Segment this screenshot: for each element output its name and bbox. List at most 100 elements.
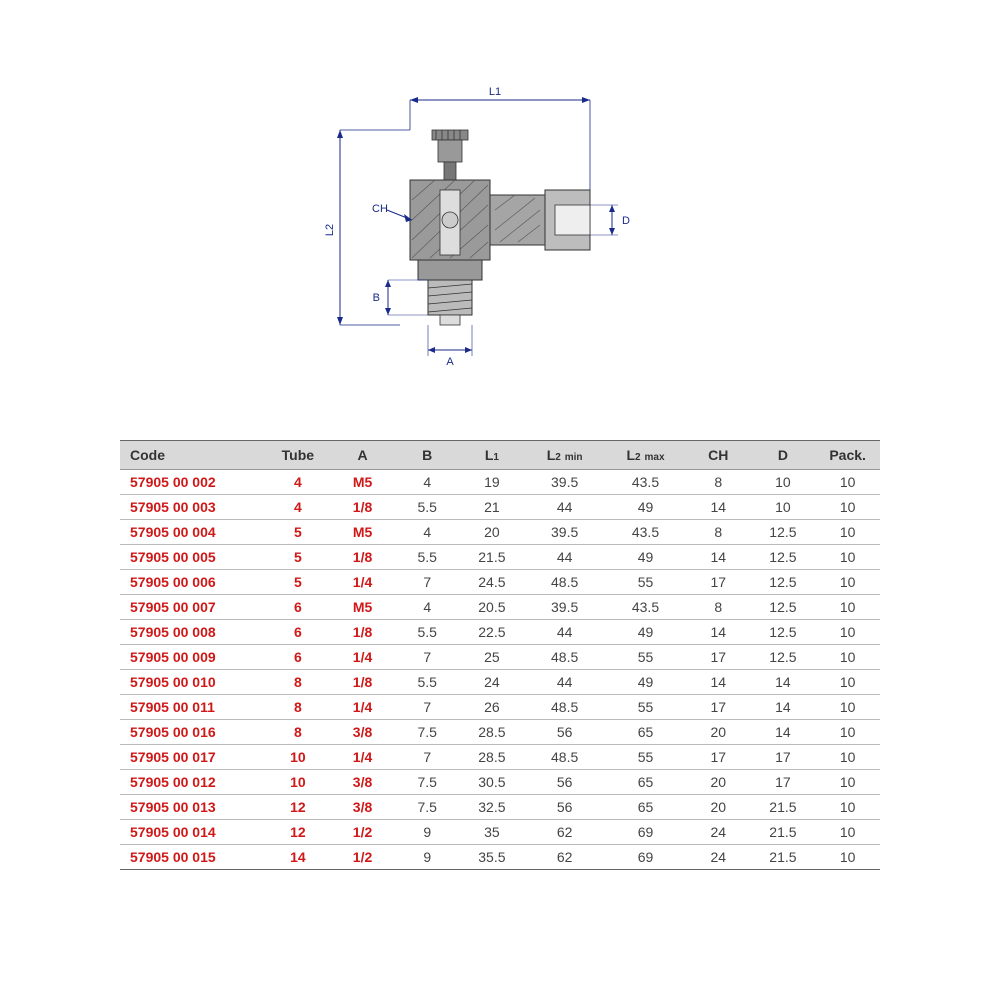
table-cell: 65: [605, 795, 686, 820]
table-cell: 17: [686, 745, 751, 770]
table-cell: 57905 00 016: [120, 720, 266, 745]
table-cell: 8: [686, 520, 751, 545]
col-header: CH: [686, 441, 751, 470]
table-cell: 10: [815, 570, 880, 595]
table-cell: 20: [686, 720, 751, 745]
table-cell: 48.5: [524, 645, 605, 670]
table-row: 57905 00 01683/87.528.55665201410: [120, 720, 880, 745]
table-cell: 49: [605, 545, 686, 570]
table-cell: 8: [686, 595, 751, 620]
table-cell: 14: [686, 545, 751, 570]
table-cell: 1/2: [330, 820, 395, 845]
table-cell: 4: [266, 495, 331, 520]
table-cell: 35: [460, 820, 525, 845]
spec-table: CodeTubeABL1L2 minL2 maxCHDPack. 57905 0…: [120, 440, 880, 870]
table-cell: 4: [395, 520, 460, 545]
table-row: 57905 00 015141/2935.562692421.510: [120, 845, 880, 870]
table-row: 57905 00 014121/293562692421.510: [120, 820, 880, 845]
col-header: Tube: [266, 441, 331, 470]
table-cell: 17: [686, 645, 751, 670]
table-cell: 1/2: [330, 845, 395, 870]
table-cell: 10: [815, 495, 880, 520]
table-cell: 49: [605, 670, 686, 695]
table-cell: 10: [751, 495, 816, 520]
table-cell: 24: [686, 820, 751, 845]
table-cell: 57905 00 011: [120, 695, 266, 720]
header-row: CodeTubeABL1L2 minL2 maxCHDPack.: [120, 441, 880, 470]
table-cell: 10: [815, 695, 880, 720]
table-cell: 44: [524, 620, 605, 645]
table-cell: 1/8: [330, 495, 395, 520]
table-cell: 39.5: [524, 595, 605, 620]
table-cell: 4: [395, 470, 460, 495]
table-cell: 19: [460, 470, 525, 495]
table-cell: 69: [605, 845, 686, 870]
table-cell: 12.5: [751, 520, 816, 545]
table-cell: 7: [395, 695, 460, 720]
table-cell: 10: [815, 745, 880, 770]
dim-CH: CH: [372, 203, 412, 222]
table-cell: 14: [266, 845, 331, 870]
diagram-svg: L1 L2: [300, 70, 640, 380]
table-cell: 10: [815, 845, 880, 870]
table-cell: 57905 00 010: [120, 670, 266, 695]
table-cell: 57905 00 003: [120, 495, 266, 520]
table-cell: 7: [395, 570, 460, 595]
col-header: Pack.: [815, 441, 880, 470]
table-cell: 57905 00 017: [120, 745, 266, 770]
table-cell: 35.5: [460, 845, 525, 870]
table-cell: 1/4: [330, 695, 395, 720]
label-B: B: [373, 292, 380, 304]
table-cell: 57905 00 006: [120, 570, 266, 595]
table-cell: 6: [266, 595, 331, 620]
col-header: Code: [120, 441, 266, 470]
table-cell: 48.5: [524, 695, 605, 720]
table-cell: 21.5: [751, 820, 816, 845]
table-cell: 30.5: [460, 770, 525, 795]
table-body: 57905 00 0024M541939.543.58101057905 00 …: [120, 470, 880, 870]
table-cell: 10: [815, 820, 880, 845]
table-cell: 9: [395, 820, 460, 845]
table-cell: 20: [686, 770, 751, 795]
table-row: 57905 00 00961/472548.5551712.510: [120, 645, 880, 670]
dim-D: D: [590, 205, 630, 235]
table-cell: 62: [524, 820, 605, 845]
table-cell: 6: [266, 620, 331, 645]
table-cell: 24: [460, 670, 525, 695]
table-cell: 48.5: [524, 570, 605, 595]
table-cell: 48.5: [524, 745, 605, 770]
table-cell: 57905 00 013: [120, 795, 266, 820]
table-cell: 56: [524, 795, 605, 820]
col-header: L2 min: [524, 441, 605, 470]
table-row: 57905 00 00341/85.5214449141010: [120, 495, 880, 520]
table-cell: 6: [266, 645, 331, 670]
technical-diagram: L1 L2: [300, 70, 640, 380]
valve-knob: [432, 130, 468, 180]
table-cell: 57905 00 004: [120, 520, 266, 545]
table-cell: 20: [460, 520, 525, 545]
dim-A: A: [428, 325, 472, 368]
table-cell: 12.5: [751, 545, 816, 570]
table-cell: 10: [815, 470, 880, 495]
outlet-right: [490, 190, 590, 250]
table-cell: 24: [686, 845, 751, 870]
table-cell: 5: [266, 545, 331, 570]
table-cell: 21.5: [751, 795, 816, 820]
table-row: 57905 00 0024M541939.543.581010: [120, 470, 880, 495]
table-cell: 14: [686, 620, 751, 645]
table-cell: 3/8: [330, 720, 395, 745]
table-cell: 17: [751, 745, 816, 770]
table-cell: 20.5: [460, 595, 525, 620]
col-header: D: [751, 441, 816, 470]
table-cell: 14: [751, 720, 816, 745]
table-cell: 44: [524, 545, 605, 570]
table-cell: 24.5: [460, 570, 525, 595]
table-cell: 3/8: [330, 770, 395, 795]
table-cell: 55: [605, 695, 686, 720]
table-cell: 7: [395, 645, 460, 670]
table-cell: 28.5: [460, 745, 525, 770]
table-cell: 32.5: [460, 795, 525, 820]
table-row: 57905 00 017101/4728.548.555171710: [120, 745, 880, 770]
table-cell: 5.5: [395, 545, 460, 570]
table-cell: 5.5: [395, 495, 460, 520]
